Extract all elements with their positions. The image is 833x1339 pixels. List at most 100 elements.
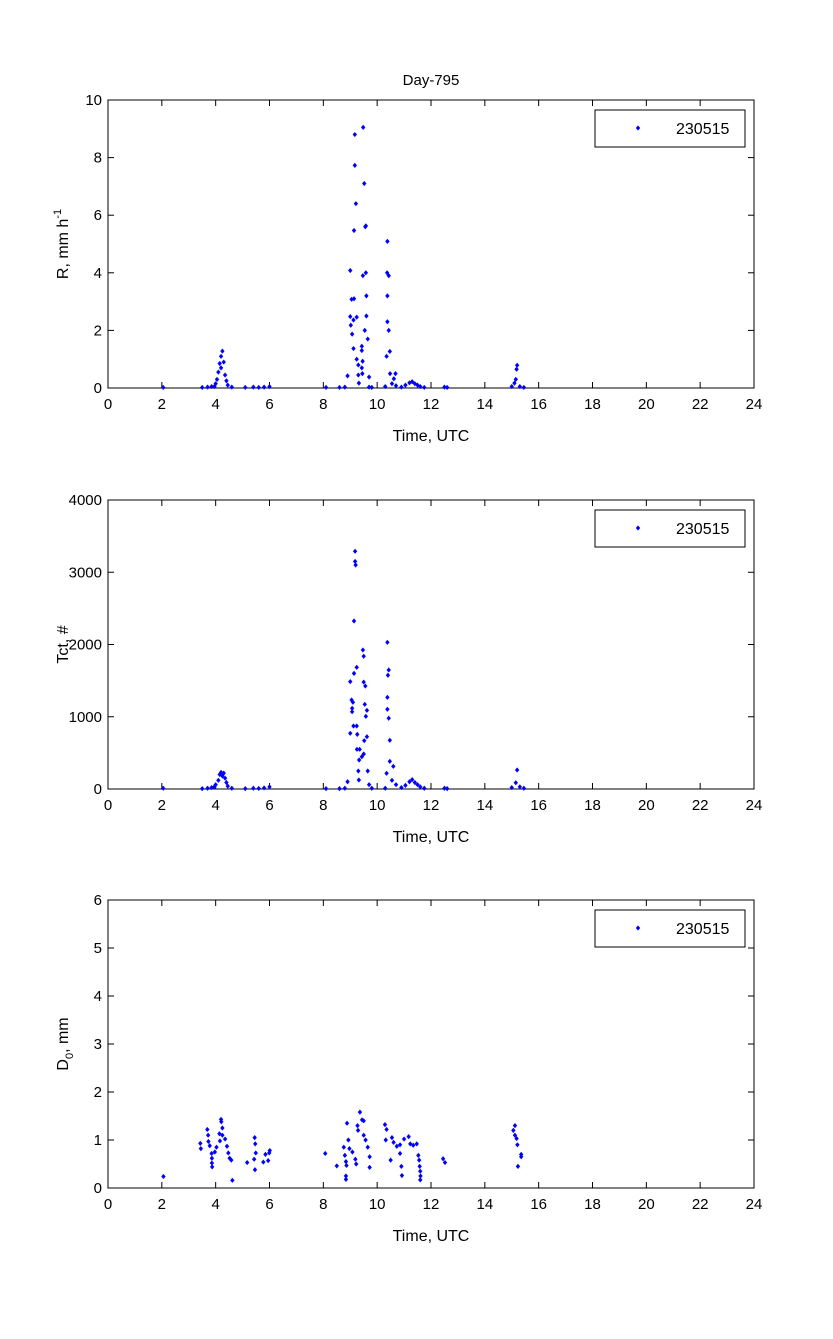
x-tick-label: 10 — [369, 797, 386, 814]
data-point — [397, 1150, 403, 1157]
y-tick-label: 10 — [85, 92, 102, 109]
data-point — [351, 618, 357, 624]
data-point — [387, 371, 393, 377]
legend-marker-icon — [635, 925, 641, 931]
data-point — [354, 664, 359, 670]
x-tick-label: 16 — [530, 1196, 547, 1213]
data-point — [412, 779, 418, 786]
data-point — [353, 1161, 359, 1167]
data-point — [363, 1137, 368, 1143]
data-point — [354, 723, 359, 729]
data-point — [360, 647, 366, 653]
data-point — [401, 1136, 407, 1142]
data-point — [386, 667, 391, 673]
data-point — [267, 784, 272, 790]
data-point — [216, 777, 221, 783]
data-point — [384, 1126, 389, 1133]
x-tick-label: 8 — [319, 396, 327, 413]
data-point — [351, 670, 357, 676]
data-point — [383, 383, 388, 390]
data-point — [364, 293, 369, 299]
x-tick-label: 8 — [319, 1196, 327, 1213]
x-tick-label: 14 — [476, 797, 493, 814]
data-point — [363, 270, 369, 276]
y-axis-label-tail: , mm — [55, 1017, 72, 1053]
data-point — [385, 639, 390, 645]
data-point — [348, 679, 353, 685]
y-axis-label: R, mm h-1 — [52, 209, 72, 279]
x-tick-label: 16 — [530, 396, 547, 413]
data-point — [366, 782, 372, 788]
data-point — [344, 1120, 350, 1126]
data-point — [360, 124, 366, 130]
data-point — [393, 782, 399, 788]
data-point — [359, 365, 365, 371]
data-point — [355, 1127, 361, 1133]
legend-box — [594, 109, 746, 148]
data-point — [360, 371, 365, 377]
x-tick-label: 12 — [423, 797, 440, 814]
data-point — [256, 785, 261, 792]
data-point — [349, 331, 355, 337]
legend: 230515 — [594, 109, 746, 148]
data-point — [385, 706, 390, 712]
data-point — [253, 1141, 258, 1147]
data-point — [348, 730, 353, 736]
data-point — [342, 1152, 348, 1158]
data-point — [323, 384, 329, 391]
data-point — [230, 1177, 235, 1183]
data-point — [359, 343, 365, 349]
data-point — [387, 737, 393, 743]
x-tick-label: 24 — [746, 396, 763, 413]
data-point — [353, 1156, 358, 1162]
data-point — [442, 384, 447, 390]
data-point — [387, 348, 393, 355]
data-point — [383, 785, 388, 791]
data-point — [354, 314, 359, 320]
x-tick-label: 20 — [638, 797, 655, 814]
data-point — [512, 380, 517, 386]
data-point — [521, 785, 527, 791]
data-point — [385, 694, 390, 700]
legend-marker-icon — [635, 525, 641, 531]
data-point — [200, 384, 205, 391]
data-point — [418, 383, 423, 390]
data-point — [418, 1177, 423, 1183]
x-tick-label: 16 — [530, 797, 547, 814]
data-point — [411, 1142, 416, 1148]
data-point — [444, 384, 450, 391]
data-point — [219, 1119, 224, 1125]
data-point — [391, 1139, 396, 1145]
data-point — [352, 558, 358, 565]
y-axis-label: Tct, # — [55, 625, 72, 663]
y-tick-label: 1000 — [69, 709, 102, 726]
data-point — [415, 782, 420, 788]
y-tick-label: 6 — [94, 892, 102, 909]
data-point — [343, 1176, 349, 1182]
data-point — [217, 1131, 222, 1137]
x-tick-label: 18 — [584, 396, 601, 413]
data-point — [385, 319, 390, 325]
data-point — [393, 383, 399, 389]
data-point — [222, 372, 228, 378]
data-point — [198, 1140, 203, 1146]
data-point — [442, 1159, 448, 1166]
y-axis-label: D0, mm — [55, 1017, 76, 1070]
data-point — [212, 784, 217, 790]
x-tick-label: 2 — [158, 797, 166, 814]
y-axis-label-main: Tct, # — [55, 625, 72, 663]
data-point — [513, 376, 518, 382]
data-point — [361, 1132, 366, 1138]
data-point — [349, 709, 355, 715]
data-point — [348, 267, 353, 274]
x-axis-label: Time, UTC — [393, 829, 470, 846]
data-point — [409, 777, 415, 783]
data-point — [391, 763, 396, 769]
data-point — [224, 1143, 230, 1149]
y-axis-label-superscript: -1 — [52, 209, 64, 219]
y-tick-label: 3000 — [69, 564, 102, 581]
data-point — [345, 373, 350, 379]
data-point — [365, 1144, 370, 1150]
data-point — [360, 358, 365, 364]
